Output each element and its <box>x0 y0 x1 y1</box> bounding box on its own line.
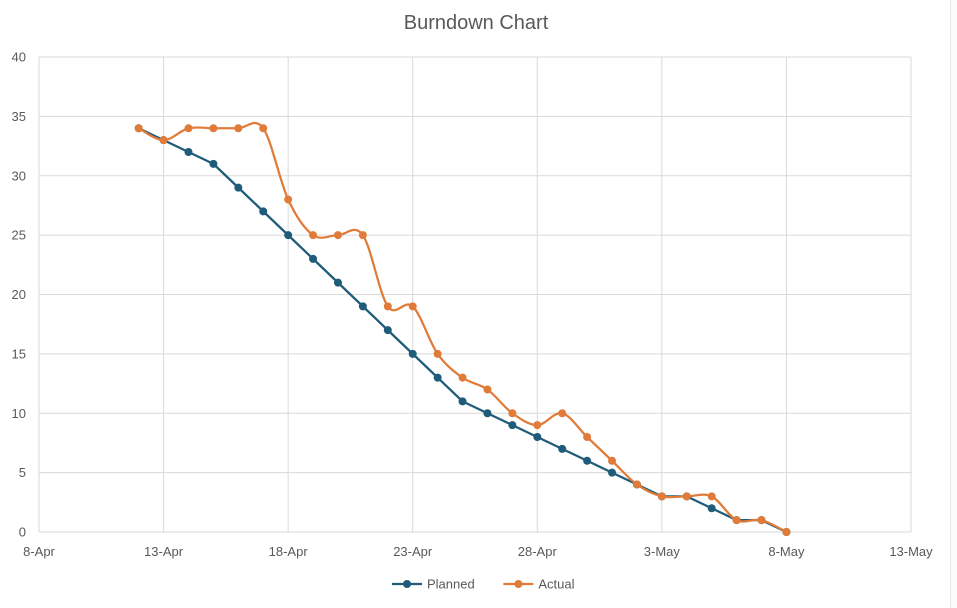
y-tick-label: 0 <box>19 525 26 540</box>
data-point-actual <box>682 492 691 501</box>
data-point-actual <box>259 124 268 133</box>
y-tick-label: 25 <box>12 228 26 243</box>
y-tick-label: 15 <box>12 346 26 361</box>
chart-title: Burndown Chart <box>404 12 549 34</box>
data-point-planned <box>209 159 218 168</box>
legend-label: Planned <box>427 577 475 592</box>
series-layer <box>134 121 791 536</box>
y-tick-label: 40 <box>12 50 26 65</box>
data-point-actual <box>209 124 218 133</box>
data-point-actual <box>583 433 592 441</box>
data-point-planned <box>583 456 592 465</box>
data-point-planned <box>408 349 417 358</box>
grid-lines <box>38 56 912 533</box>
data-point-planned <box>309 254 318 263</box>
y-tick-label: 30 <box>12 168 26 183</box>
series-actual <box>134 121 791 536</box>
x-axis-tick-labels: 8-Apr 13-Apr 18-Apr 23-Apr 28-Apr 3-May 8-May 1… <box>23 544 933 559</box>
data-point-planned <box>383 326 392 335</box>
data-point-planned <box>483 409 492 418</box>
series-planned <box>134 124 791 536</box>
data-point-planned <box>458 397 467 406</box>
data-point-planned <box>533 433 542 441</box>
data-point-planned <box>558 444 567 453</box>
x-tick-label: 3-May <box>644 544 681 559</box>
data-point-planned <box>284 231 293 240</box>
data-point-planned <box>333 278 342 287</box>
y-axis-tick-labels: 0 5 10 15 20 25 30 35 40 <box>12 50 26 540</box>
data-point-actual <box>408 302 417 311</box>
legend-item-actual: Actual <box>503 577 575 592</box>
data-point-actual <box>333 231 342 240</box>
y-tick-label: 5 <box>19 465 26 480</box>
legend-swatch-marker <box>514 580 523 588</box>
x-tick-label: 23-Apr <box>393 544 433 559</box>
data-point-planned <box>259 207 268 216</box>
data-point-actual <box>433 349 442 358</box>
x-tick-label: 13-May <box>889 544 933 559</box>
data-point-actual <box>184 124 193 133</box>
data-point-planned <box>184 148 193 156</box>
data-point-actual <box>657 492 666 501</box>
legend: Planned Actual <box>392 577 575 592</box>
x-tick-label: 8-Apr <box>23 544 55 559</box>
data-point-planned <box>234 183 243 192</box>
data-point-actual <box>383 302 392 311</box>
data-point-planned <box>358 302 367 311</box>
x-tick-label: 18-Apr <box>269 544 309 559</box>
data-point-actual <box>757 516 766 525</box>
data-point-actual <box>782 528 791 536</box>
data-point-actual <box>483 385 492 394</box>
data-point-planned <box>707 504 716 513</box>
data-point-planned <box>608 468 617 477</box>
data-point-actual <box>358 231 367 240</box>
legend-label: Actual <box>538 577 574 592</box>
data-point-actual <box>309 231 318 240</box>
data-point-actual <box>732 516 741 525</box>
data-point-actual <box>508 409 517 418</box>
data-point-actual <box>284 195 293 204</box>
x-tick-label: 8-May <box>768 544 805 559</box>
y-tick-label: 10 <box>12 406 26 421</box>
data-point-actual <box>632 480 641 489</box>
y-tick-label: 20 <box>12 287 26 302</box>
window-edge <box>950 0 957 608</box>
x-tick-label: 28-Apr <box>518 544 558 559</box>
data-point-actual <box>134 124 143 133</box>
x-tick-label: 13-Apr <box>144 544 184 559</box>
data-point-actual <box>159 136 168 145</box>
legend-swatch-marker <box>403 580 411 588</box>
data-point-actual <box>234 124 243 133</box>
legend-item-planned: Planned <box>392 577 475 592</box>
data-point-planned <box>433 373 442 382</box>
data-point-actual <box>533 421 542 430</box>
data-point-planned <box>508 421 517 430</box>
data-point-actual <box>558 409 567 418</box>
y-tick-label: 35 <box>12 109 26 124</box>
data-point-actual <box>707 492 716 501</box>
data-point-actual <box>608 456 617 465</box>
data-point-actual <box>458 373 467 382</box>
